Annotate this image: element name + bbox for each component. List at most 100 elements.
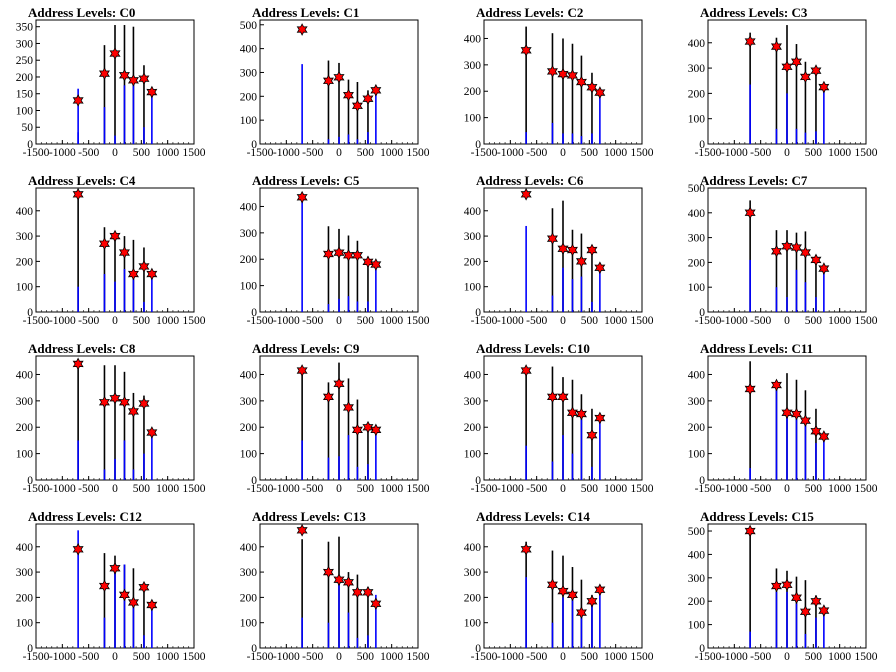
y-tick-label: 100 [464,618,482,630]
y-tick-label: 300 [16,231,34,243]
star-marker [351,248,363,262]
y-tick-label: 300 [240,396,258,408]
x-tick-label: -1000 [497,315,524,327]
x-tick-label: -1000 [49,147,76,159]
star-marker [98,237,110,251]
chart-svg: Address Levels: C2-1500 -1000 -500 0 500 1000… [464,5,654,159]
star-marker [322,247,334,261]
y-tick-label: 100 [688,282,706,294]
star-marker [575,606,587,619]
star-marker [362,420,374,434]
star-marker [146,426,158,439]
star-marker [98,579,110,593]
x-tick-label: -500 [750,651,771,663]
star-marker [520,187,532,201]
y-tick-label: 300 [464,396,482,408]
x-tick-label: -500 [302,315,323,327]
x-tick-label: 1000 [380,483,403,495]
chart-svg: Address Levels: C3-1500 -1000 -500 0 500 1000… [688,5,878,159]
x-tick-label: 1000 [604,483,627,495]
star-marker [370,597,382,611]
x-tick-label: 1500 [183,147,206,159]
y-tick-label: 400 [688,369,706,381]
y-tick-label: 200 [688,422,706,434]
chart-panel-7: Address Levels: C7 -1500 -1000 -500 0 500 1000… [672,168,896,336]
chart-panel-3: Address Levels: C3 -1500 -1000 -500 0 500 1000… [672,0,896,168]
chart-title: Address Levels: C15 [700,509,814,524]
y-tick-label: 0 [475,643,481,655]
y-tick-label: 200 [240,91,258,103]
x-tick-label: -500 [302,147,323,159]
y-tick-label: 200 [16,422,34,434]
x-tick-label: 0 [560,315,566,327]
x-tick-label: -500 [302,651,323,663]
x-tick-label: 1500 [855,315,878,327]
y-tick-label: 500 [688,183,706,195]
chart-svg: Address Levels: C8-1500 -1000 -500 0 500 1000… [16,341,206,495]
chart-title: Address Levels: C10 [476,341,590,356]
chart-title: Address Levels: C5 [252,173,360,188]
star-marker [557,584,569,598]
y-tick-label: 250 [16,55,34,67]
x-tick-label: -1000 [721,315,748,327]
y-tick-label: 300 [16,38,34,50]
star-marker [351,585,363,599]
y-tick-label: 300 [464,231,482,243]
x-tick-label: -1500 [247,147,274,159]
x-tick-label: 1000 [156,651,179,663]
x-tick-label: 500 [805,483,823,495]
y-tick-label: 300 [464,60,482,72]
x-tick-label: 1000 [380,147,403,159]
x-tick-label: -1500 [695,483,722,495]
x-tick-label: -1500 [23,651,50,663]
star-marker [333,573,345,587]
star-marker [790,407,802,421]
y-tick-label: 200 [240,592,258,604]
x-tick-label: -500 [526,651,547,663]
star-marker [744,35,756,48]
star-marker [342,88,354,102]
star-marker [586,80,598,94]
y-tick-label: 350 [16,22,34,34]
star-marker [127,267,139,281]
star-marker [744,524,756,538]
star-marker [333,70,345,84]
star-marker [333,377,345,391]
y-tick-label: 100 [240,281,258,293]
x-tick-label: 500 [581,147,599,159]
star-marker [146,267,158,281]
star-marker [810,253,822,267]
star-marker [770,40,782,53]
star-marker [351,99,363,113]
star-marker [810,424,822,438]
star-marker [127,596,139,609]
chart-svg: Address Levels: C14 -1500 -1000 -500 0 500 100… [464,509,654,663]
star-marker [586,428,598,442]
y-tick-label: 200 [16,256,34,268]
x-tick-label: 0 [336,147,342,159]
y-tick-label: 0 [251,643,257,655]
x-tick-label: 1500 [407,651,430,663]
x-tick-label: -500 [526,147,547,159]
x-tick-label: -1000 [49,315,76,327]
y-tick-label: 400 [240,369,258,381]
y-tick-label: 100 [688,620,706,632]
x-tick-label: -1000 [49,651,76,663]
chart-panel-1: Address Levels: C1 -1500 -1000 -500 0 500 1000… [224,0,448,168]
y-tick-label: 0 [475,307,481,319]
star-marker [586,594,598,608]
x-tick-label: -1000 [497,147,524,159]
chart-svg: Address Levels: C1-1500 -1000 -500 0 500 1000… [240,5,430,159]
y-tick-label: 0 [699,139,705,151]
x-tick-label: 0 [112,147,118,159]
y-tick-label: 400 [16,369,34,381]
x-tick-label: 0 [112,483,118,495]
y-tick-label: 400 [240,44,258,56]
y-tick-label: 200 [688,596,706,608]
chart-svg: Address Levels: C10 -1500 -1000 -500 0 500 100… [464,341,654,495]
x-tick-label: -1000 [721,651,748,663]
x-tick-label: 500 [805,147,823,159]
star-marker [781,406,793,420]
star-marker [546,232,558,245]
